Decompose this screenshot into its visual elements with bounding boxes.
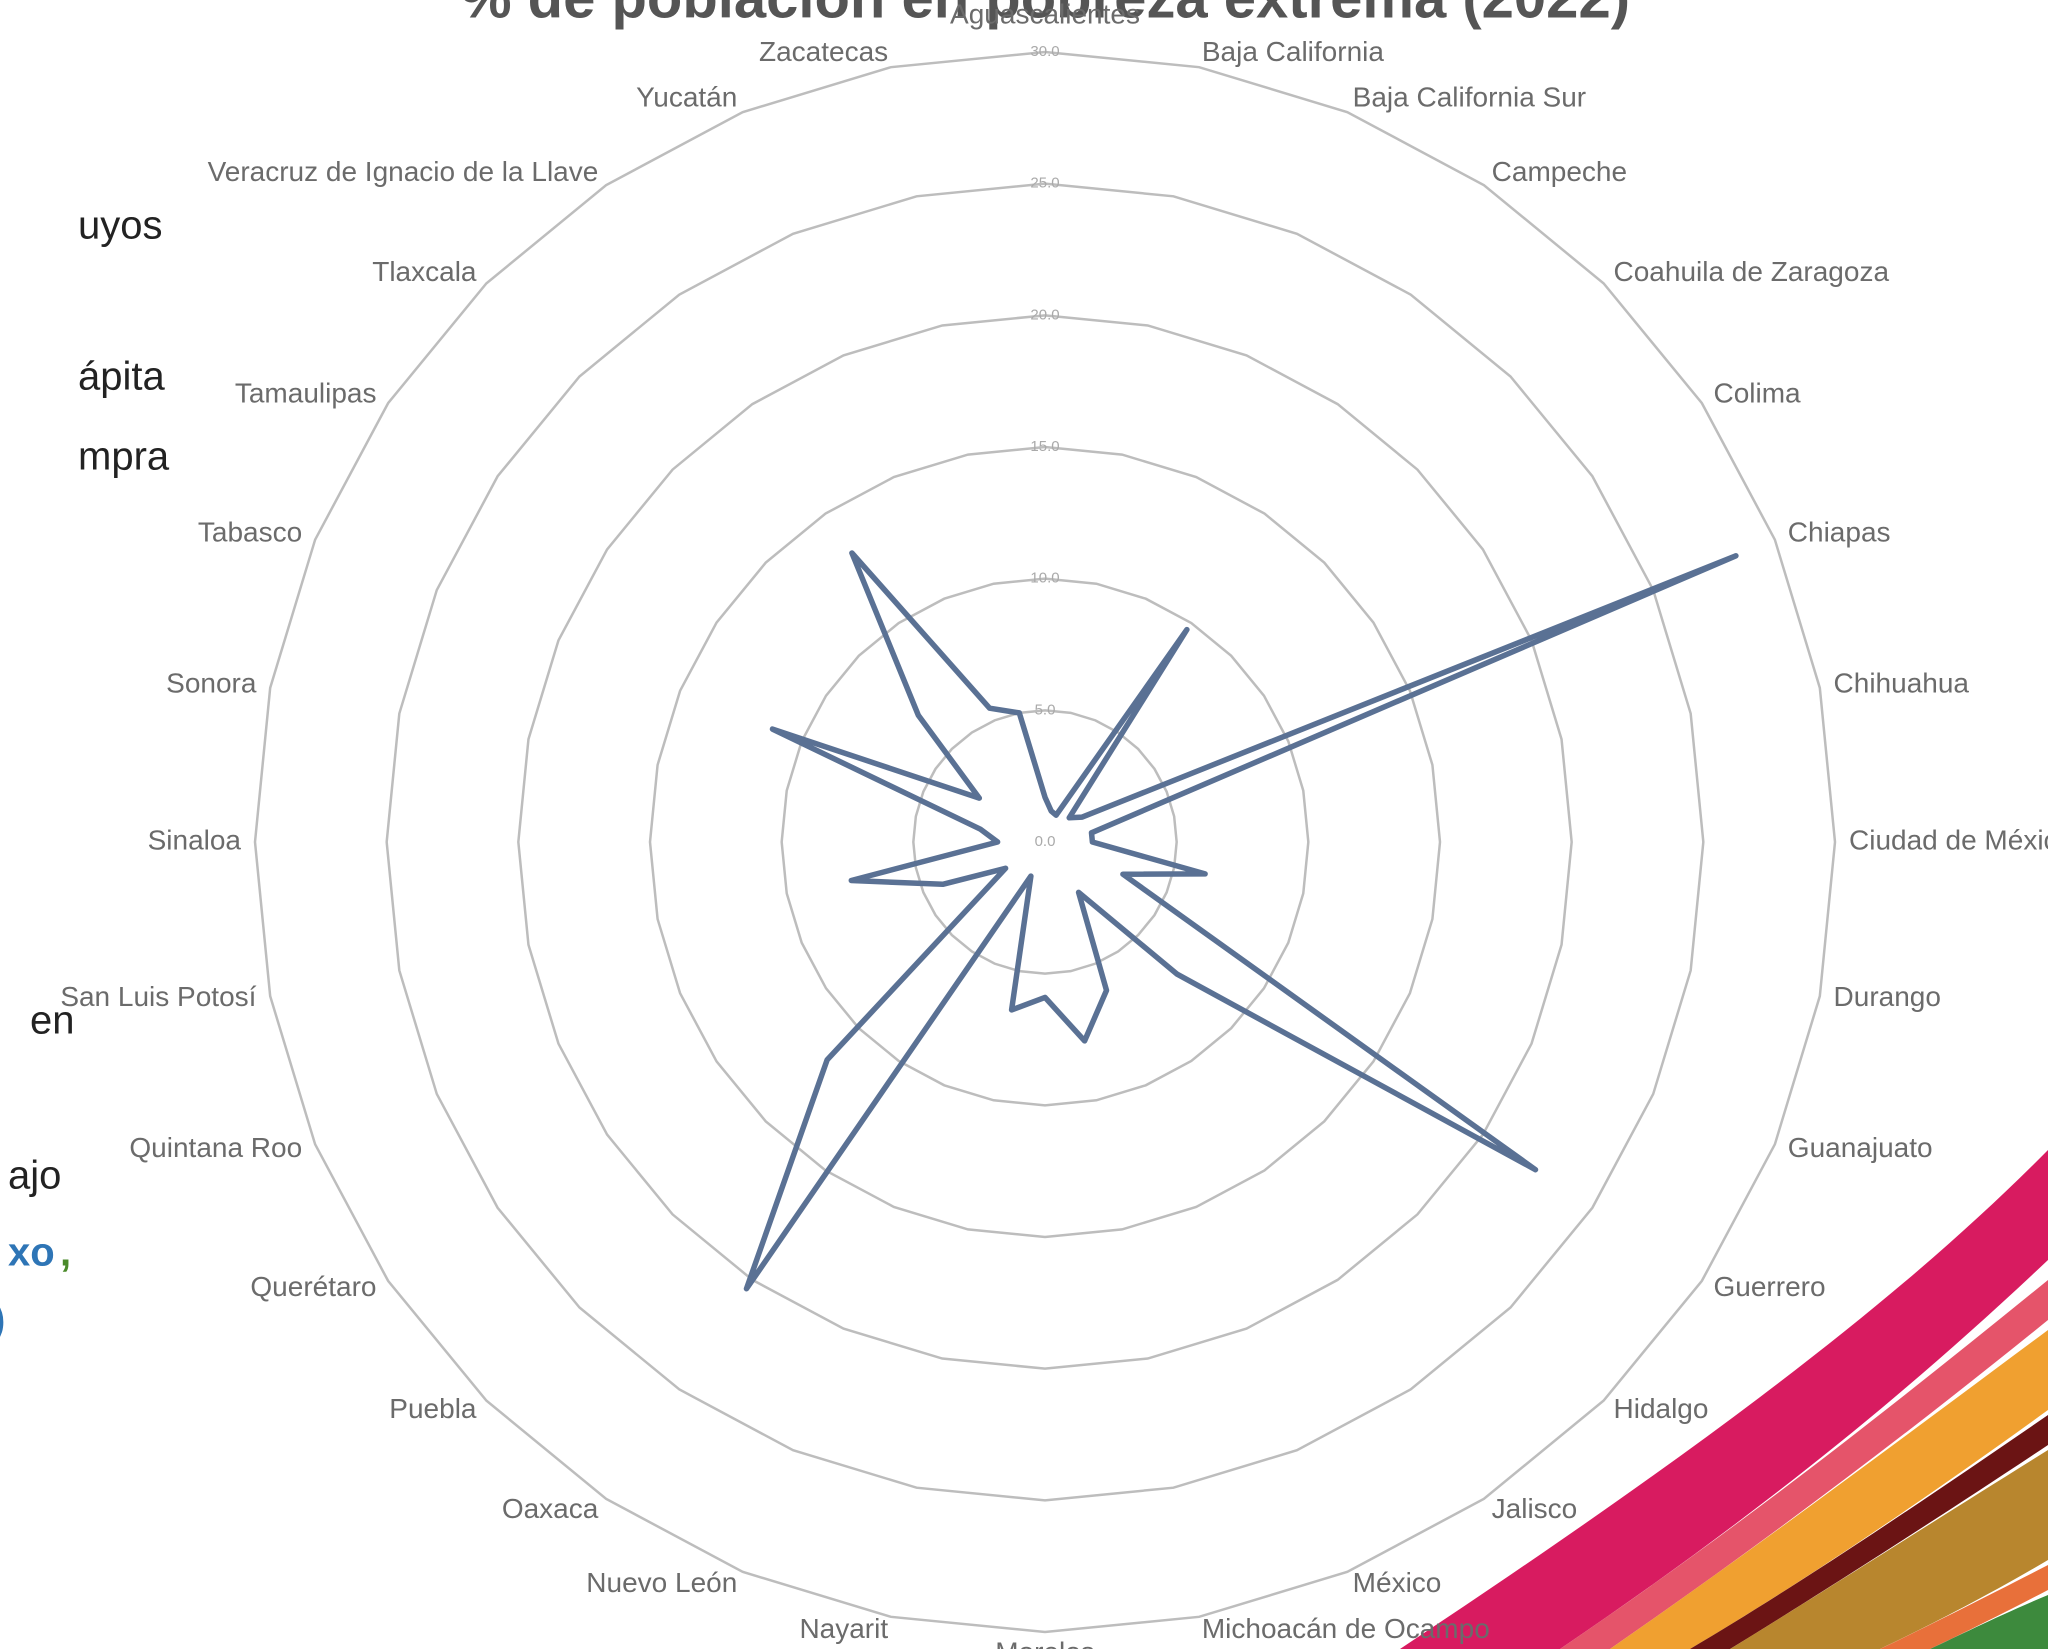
slide-text: uyos ápita mpra en ajo xo , ) [0,204,170,1342]
category-label: Guerrero [1714,1271,1826,1302]
chart-title: % de población en pobreza extrema (2022) [460,0,1630,30]
category-label: San Luis Potosí [60,981,256,1012]
category-label: Coahuila de Zaragoza [1614,256,1890,287]
category-label: Hidalgo [1614,1393,1709,1424]
category-label: Chihuahua [1834,668,1970,699]
category-label: Veracruz de Ignacio de la Llave [208,156,599,187]
category-label: Querétaro [250,1271,376,1302]
category-label: Campeche [1492,156,1627,187]
slide-fragment: uyos [78,204,163,248]
tick-label: 10.0 [1030,570,1059,587]
slide-fragment: ajo [8,1154,61,1198]
decoration [1400,1150,2048,1649]
tick-label: 25.0 [1030,175,1059,192]
slide-fragment: xo [8,1231,55,1275]
slide-fragment: mpra [78,435,170,479]
category-label: Sonora [166,668,257,699]
category-label: Jalisco [1492,1493,1578,1524]
grid-line [385,182,1705,1502]
grid-line [912,709,1178,975]
category-label: Tabasco [198,517,302,548]
tick-label: 0.0 [1035,833,1056,850]
slide-fragment: ) [0,1298,5,1342]
category-label: Chiapas [1788,517,1891,548]
swoosh [1880,1565,2048,1649]
category-label: Nayarit [799,1613,888,1644]
category-label: Guanajuato [1788,1132,1933,1163]
slide-fragment: ápita [78,355,165,399]
grid-line [517,314,1573,1370]
category-label: Morelos [995,1636,1095,1649]
grid-line [780,577,1310,1107]
category-label: Oaxaca [502,1493,599,1524]
data-line [743,550,1739,1292]
category-label: Baja California Sur [1353,82,1586,113]
category-label: Michoacán de Ocampo [1202,1613,1490,1644]
slide-fragment: en [30,999,75,1043]
grid-line [648,445,1442,1239]
category-label: Durango [1834,981,1941,1012]
category-label: Yucatán [636,82,737,113]
category-label: Tamaulipas [235,378,377,409]
category-label: México [1353,1567,1442,1598]
tick-label: 30.0 [1030,43,1059,60]
tick-label: 15.0 [1030,438,1059,455]
swoosh [1730,1450,2048,1649]
category-label: Quintana Roo [129,1132,302,1163]
category-label: Sinaloa [148,824,242,855]
category-label: Baja California [1202,36,1385,67]
category-label: Tlaxcala [372,256,477,287]
category-label: Zacatecas [759,36,888,67]
category-label: Puebla [389,1393,477,1424]
slide-fragment: , [60,1231,71,1275]
category-label: Nuevo León [586,1567,737,1598]
swoosh [1930,1595,2048,1649]
grid-line [253,50,1837,1634]
tick-label: 20.0 [1030,306,1059,323]
category-label: Colima [1714,378,1802,409]
category-label: Ciudad de México [1849,824,2048,855]
tick-label: 5.0 [1035,701,1056,718]
category-label: Aguascalientes [950,0,1140,29]
